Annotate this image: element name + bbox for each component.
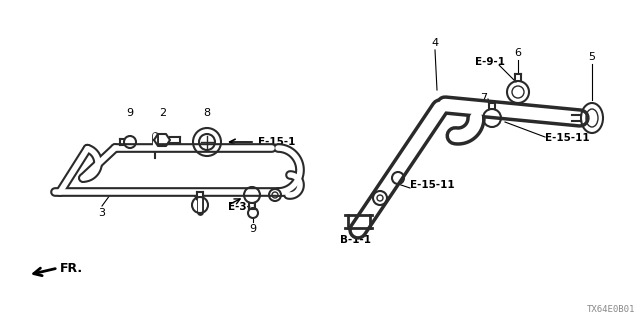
Text: 7: 7 <box>480 93 487 103</box>
Text: 4: 4 <box>431 38 438 48</box>
Text: E-9-1: E-9-1 <box>475 57 505 67</box>
Text: E-15-11: E-15-11 <box>545 133 589 143</box>
Text: E-15-1: E-15-1 <box>258 137 296 147</box>
Text: 9: 9 <box>250 224 257 234</box>
Text: 8: 8 <box>204 108 211 118</box>
Text: 9: 9 <box>127 108 134 118</box>
Text: 6: 6 <box>515 48 522 58</box>
Text: 3: 3 <box>99 208 106 218</box>
Text: E-15-11: E-15-11 <box>410 180 454 190</box>
Text: 5: 5 <box>589 52 595 62</box>
Text: B-1-1: B-1-1 <box>340 235 371 245</box>
Text: 1: 1 <box>185 188 192 198</box>
Text: E-3-1: E-3-1 <box>228 202 258 212</box>
Text: 2: 2 <box>159 108 166 118</box>
Text: FR.: FR. <box>60 261 83 275</box>
Text: TX64E0B01: TX64E0B01 <box>587 305 635 314</box>
